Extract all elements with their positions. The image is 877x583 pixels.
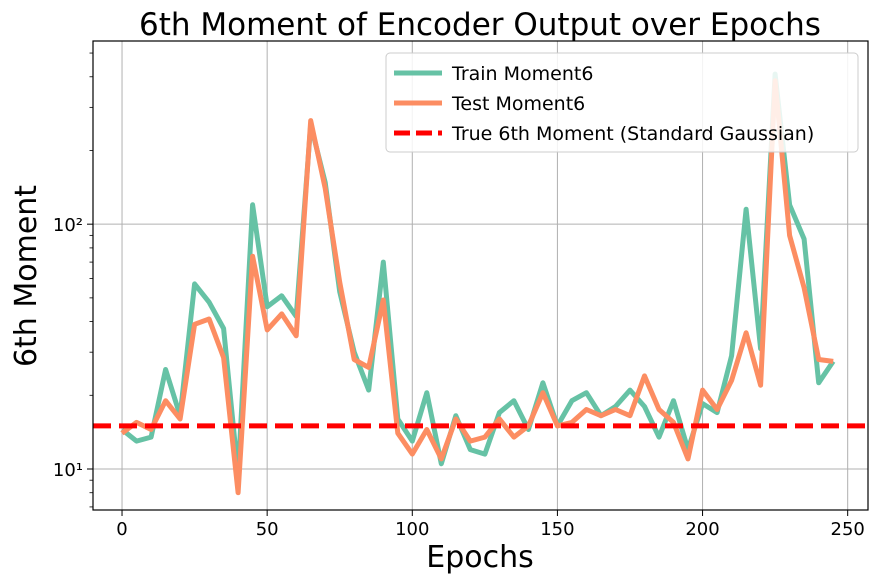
x-tick-label: 100 [395, 519, 429, 540]
legend: Train Moment6 Test Moment6 True 6th Moment… [385, 52, 859, 153]
y-tick-label: 10¹ [53, 460, 83, 481]
legend-label: Train Moment6 [451, 63, 593, 85]
x-tick-label: 250 [831, 519, 865, 540]
x-tick-label: 50 [256, 519, 279, 540]
plot-frame [92, 40, 869, 511]
x-axis: 0 50 100 150 200 250 [116, 510, 865, 540]
y-axis-label: 6th Moment [9, 185, 44, 367]
x-axis-label: Epochs [426, 540, 534, 575]
series-lines [93, 71, 868, 496]
x-tick-label: 0 [116, 519, 127, 540]
y-tick-label: 10² [53, 215, 83, 236]
legend-box [385, 52, 859, 153]
legend-label: True 6th Moment (Standard Gaussian) [451, 123, 814, 145]
x-tick-label: 150 [540, 519, 574, 540]
x-tick-label: 200 [685, 519, 719, 540]
chart-title: 6th Moment of Encoder Output over Epochs [139, 7, 821, 43]
series-line-1 [120, 78, 834, 496]
legend-label: Test Moment6 [451, 93, 585, 115]
y-axis: 10¹ 10² [53, 52, 93, 508]
